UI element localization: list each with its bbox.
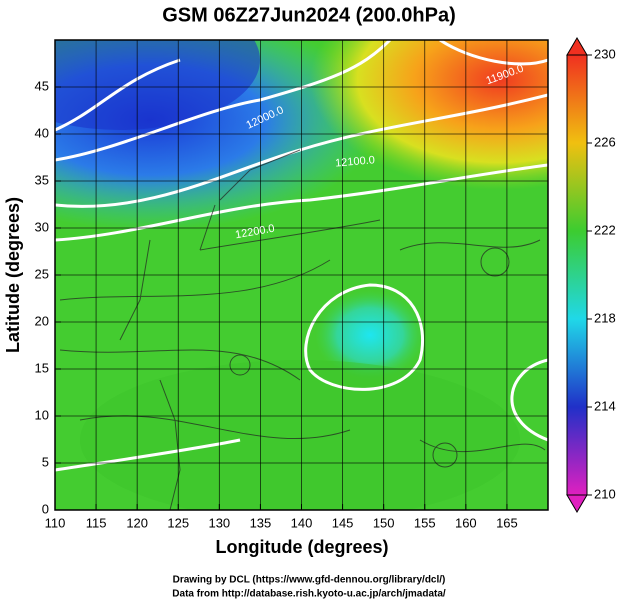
colorbar-tick-label: 222 (594, 222, 616, 237)
x-tick-label: 140 (291, 515, 313, 530)
colorbar-tick-label: 218 (594, 310, 616, 325)
x-tick-label: 165 (496, 515, 518, 530)
colorbar-min-arrow (566, 494, 588, 513)
x-tick-label: 150 (373, 515, 395, 530)
y-tick-label: 10 (35, 407, 49, 422)
y-axis-label: Latitude (degrees) (3, 197, 23, 353)
x-tick-label: 125 (167, 515, 189, 530)
y-tick-label: 35 (35, 172, 49, 187)
y-tick-label: 20 (35, 313, 49, 328)
y-tick-label: 30 (35, 219, 49, 234)
x-tick-label: 160 (455, 515, 477, 530)
y-tick-label: 0 (42, 501, 49, 516)
x-tick-label: 155 (414, 515, 436, 530)
y-tick-label: 45 (35, 78, 49, 93)
credit: Drawing by DCL (https://www.gfd-dennou.o… (173, 575, 446, 586)
colorbar (566, 54, 588, 496)
x-tick-label: 110 (45, 515, 66, 530)
x-tick-label: 130 (208, 515, 230, 530)
colorbar-tick-label: 210 (594, 486, 616, 501)
contour-label: 12100.0 (335, 154, 376, 169)
x-tick-label: 120 (126, 515, 148, 530)
x-tick-label: 115 (86, 515, 107, 530)
title: GSM 06Z27Jun2024 (200.0hPa) (162, 4, 455, 26)
colorbar-tick-label: 214 (594, 398, 616, 413)
field (55, 40, 548, 510)
x-tick-label: 145 (332, 515, 354, 530)
x-axis-label: Longitude (degrees) (215, 537, 388, 557)
y-tick-label: 40 (35, 125, 49, 140)
y-tick-label: 15 (35, 360, 49, 375)
credit: Data from http://database.rish.kyoto-u.a… (172, 589, 446, 600)
colorbar-tick-label: 226 (594, 134, 616, 149)
y-tick-label: 5 (42, 454, 49, 469)
streamlines (59, 149, 546, 510)
y-tick-label: 25 (35, 266, 49, 281)
colorbar-tick-label: 230 (594, 46, 616, 61)
colorbar-max-arrow (566, 37, 588, 56)
x-tick-label: 135 (250, 515, 272, 530)
